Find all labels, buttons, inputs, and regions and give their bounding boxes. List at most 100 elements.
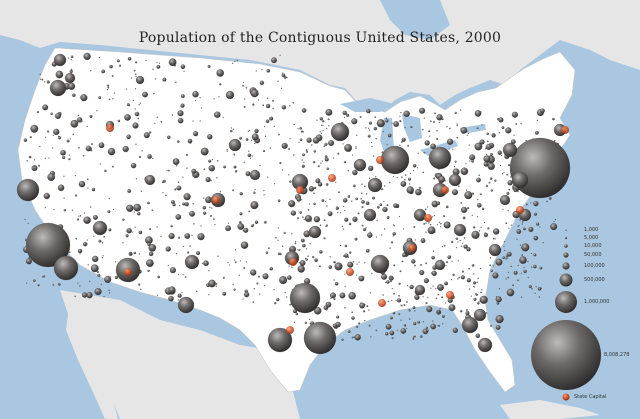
population-bubble [86, 125, 88, 128]
population-bubble [209, 214, 212, 217]
metro-population-bubble [499, 194, 511, 206]
population-bubble [209, 206, 211, 209]
population-bubble [388, 275, 394, 281]
population-bubble [103, 296, 105, 298]
population-bubble [490, 324, 492, 327]
population-bubble [368, 309, 370, 311]
population-bubble [344, 209, 346, 212]
population-bubble [122, 145, 129, 153]
population-bubble [189, 245, 191, 247]
population-bubble [309, 318, 311, 321]
population-bubble [352, 184, 356, 188]
metro-population-bubble [135, 75, 145, 85]
population-bubble [239, 136, 243, 140]
population-bubble [446, 126, 448, 128]
population-bubble [389, 247, 391, 249]
population-bubble [90, 206, 92, 208]
population-bubble [483, 232, 488, 237]
population-bubble [490, 189, 493, 192]
population-bubble [101, 256, 104, 259]
population-bubble [338, 191, 340, 194]
legend-label-8008278: 8,008,278 [604, 352, 630, 358]
population-bubble [517, 191, 519, 193]
population-bubble [501, 154, 503, 157]
population-bubble [475, 294, 477, 297]
population-bubble [133, 69, 136, 72]
population-bubble [186, 167, 188, 169]
population-bubble [325, 200, 327, 202]
population-bubble [75, 237, 78, 240]
state-capital-marker [446, 291, 454, 299]
population-bubble [392, 176, 395, 178]
legend-circle-1000 [565, 229, 567, 231]
population-bubble [70, 68, 73, 71]
population-bubble [74, 295, 76, 298]
population-bubble [161, 180, 165, 184]
population-bubble [86, 243, 88, 245]
population-bubble [175, 214, 182, 220]
population-bubble [535, 130, 539, 135]
population-bubble [83, 212, 86, 214]
population-bubble [352, 154, 354, 156]
population-bubble [242, 298, 244, 300]
population-bubble [396, 176, 398, 179]
population-bubble [306, 137, 312, 143]
population-bubble [364, 185, 366, 188]
population-bubble [207, 64, 211, 68]
population-bubble [91, 187, 96, 192]
population-bubble [424, 140, 430, 146]
population-bubble [521, 243, 530, 252]
population-bubble [234, 249, 237, 251]
population-bubble [77, 248, 83, 254]
state-capital-marker [424, 214, 432, 222]
population-bubble [289, 303, 292, 306]
population-bubble [32, 165, 35, 168]
population-bubble [181, 94, 185, 98]
population-bubble [531, 266, 533, 268]
population-bubble [356, 263, 358, 265]
population-bubble [313, 186, 317, 190]
population-bubble [133, 251, 137, 255]
population-bubble [189, 210, 196, 217]
population-bubble [412, 306, 416, 310]
population-bubble [406, 301, 408, 303]
population-bubble [63, 197, 65, 199]
population-bubble [440, 226, 442, 228]
legend-label-1000000: 1,000,000 [584, 299, 610, 305]
population-bubbles [16, 52, 571, 355]
population-bubble [57, 135, 60, 137]
population-bubble [265, 103, 271, 109]
population-bubble [399, 270, 402, 273]
population-bubble [489, 264, 491, 267]
population-bubble [200, 107, 203, 109]
population-bubble [55, 70, 64, 79]
population-bubble [114, 261, 117, 263]
legend-circle-8008278 [531, 320, 601, 390]
population-bubble [250, 224, 254, 228]
population-bubble [269, 267, 273, 271]
population-bubble [305, 149, 308, 151]
population-bubble [71, 209, 74, 211]
population-bubble [533, 253, 537, 257]
population-bubble [390, 316, 393, 320]
population-bubble [271, 99, 274, 102]
population-bubble [126, 103, 130, 107]
population-bubble [424, 208, 427, 211]
population-bubble [501, 126, 505, 129]
population-bubble [487, 162, 495, 170]
population-bubble [511, 111, 518, 118]
population-bubble [126, 134, 131, 140]
population-bubble [354, 334, 361, 341]
population-bubble [239, 212, 243, 216]
population-bubble [382, 206, 388, 213]
population-bubble [293, 321, 296, 324]
population-bubble [219, 83, 222, 86]
population-bubble [361, 183, 363, 185]
metro-population-bubble [184, 254, 200, 270]
population-bubble [37, 284, 40, 287]
population-bubble [104, 169, 107, 173]
population-bubble [259, 293, 261, 295]
population-bubble [395, 299, 397, 301]
population-bubble [351, 200, 353, 202]
population-bubble [175, 165, 178, 167]
